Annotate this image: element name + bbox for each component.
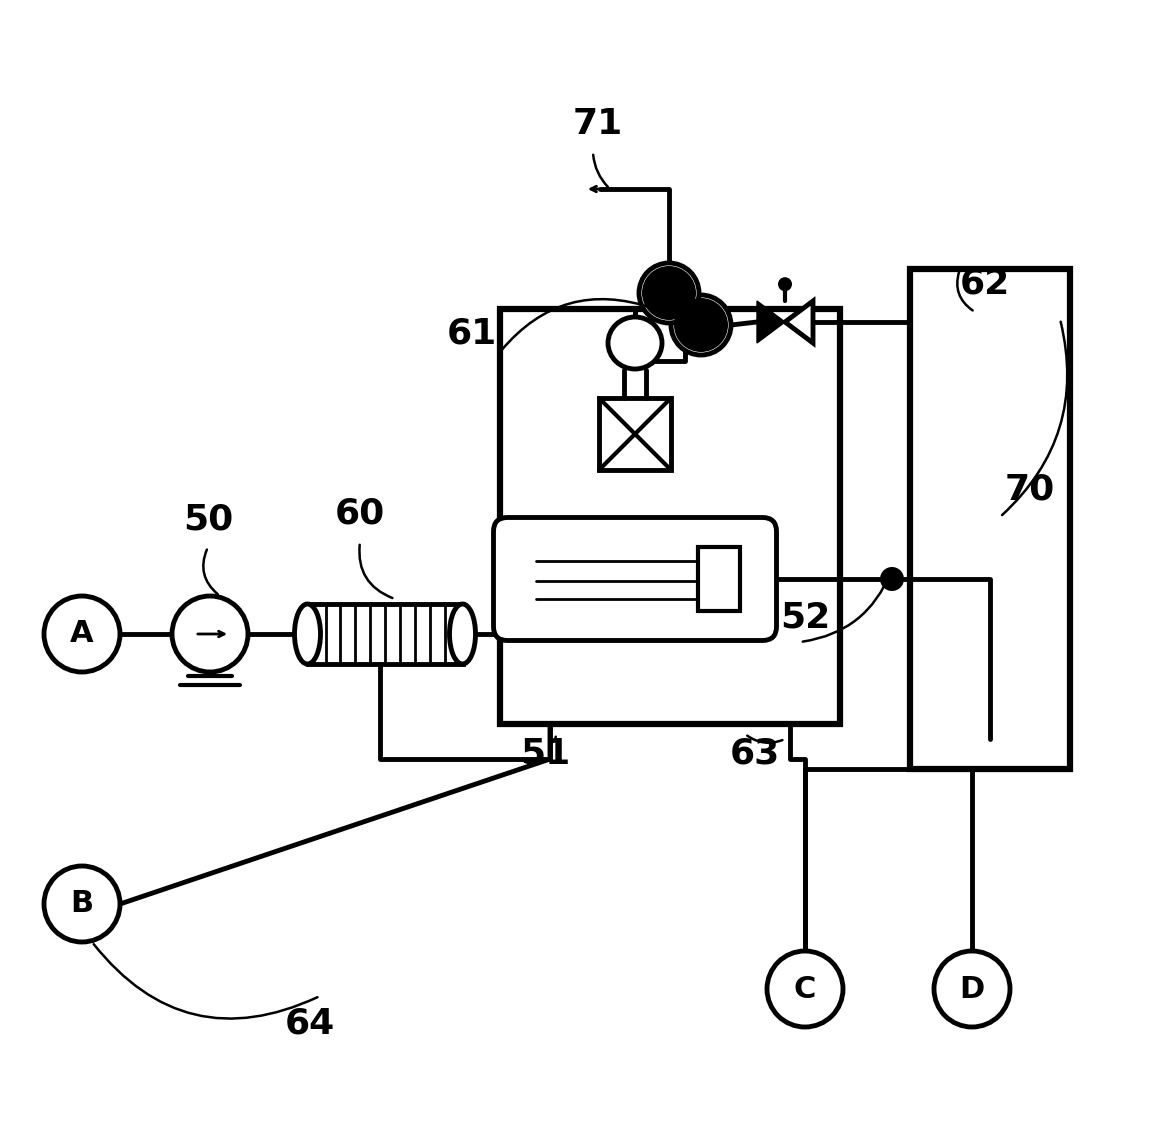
Circle shape <box>934 951 1010 1027</box>
Bar <box>599 398 670 470</box>
Ellipse shape <box>449 604 476 664</box>
Polygon shape <box>757 301 785 343</box>
Text: 50: 50 <box>183 502 233 536</box>
Text: A: A <box>70 620 94 648</box>
Circle shape <box>674 298 728 352</box>
Text: 71: 71 <box>573 107 623 141</box>
Text: 62: 62 <box>960 267 1010 301</box>
Text: 64: 64 <box>285 1007 335 1041</box>
FancyBboxPatch shape <box>494 517 776 640</box>
Text: 61: 61 <box>447 317 497 351</box>
Bar <box>501 309 840 724</box>
Text: 63: 63 <box>730 737 780 771</box>
Polygon shape <box>785 301 812 343</box>
Circle shape <box>767 951 843 1027</box>
Text: 51: 51 <box>520 737 570 771</box>
Circle shape <box>643 267 696 320</box>
Bar <box>307 604 462 664</box>
Text: D: D <box>959 975 985 1003</box>
Ellipse shape <box>294 604 320 664</box>
Circle shape <box>778 277 792 292</box>
Text: 60: 60 <box>335 497 385 531</box>
Text: 52: 52 <box>780 600 830 634</box>
Bar <box>910 269 1070 769</box>
Circle shape <box>44 866 120 942</box>
Circle shape <box>172 596 248 672</box>
Ellipse shape <box>608 317 662 369</box>
Circle shape <box>670 295 731 355</box>
Text: C: C <box>794 975 816 1003</box>
Circle shape <box>44 596 120 672</box>
Circle shape <box>639 263 700 323</box>
Text: 70: 70 <box>1005 472 1055 506</box>
Bar <box>697 547 739 611</box>
Circle shape <box>880 567 904 591</box>
Text: B: B <box>71 890 93 918</box>
